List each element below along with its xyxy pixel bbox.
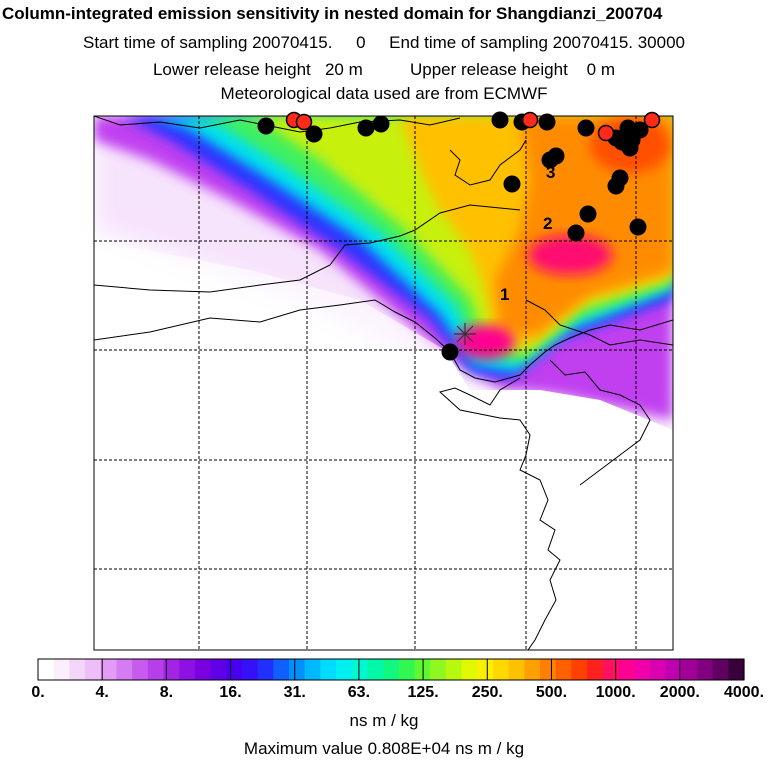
cluster-marker-highlight (521, 111, 539, 129)
heatmap-field (94, 116, 673, 650)
colorbar-swatch (477, 659, 494, 680)
colorbar-swatch (696, 659, 714, 680)
cluster-marker (372, 115, 390, 133)
colorbar-swatch (226, 659, 243, 680)
grid-lines (94, 116, 673, 650)
colorbar-swatch (383, 659, 400, 680)
cluster-marker (357, 119, 375, 137)
cluster-marker (577, 119, 595, 137)
met-data-line: Meteorological data used are from ECMWF (220, 84, 548, 103)
cluster-marker-highlight (597, 124, 615, 142)
annotation-2: 2 (543, 214, 552, 233)
colorbar-swatch (100, 659, 118, 680)
cluster-marker (629, 218, 647, 236)
cluster-marker (305, 125, 323, 143)
colorbar-swatch (492, 659, 510, 680)
annotation-1: 1 (500, 285, 509, 304)
colorbar-tick-label: 2000. (659, 684, 700, 701)
colorbar-swatch (398, 659, 416, 680)
colorbar-swatch (540, 659, 557, 680)
colorbar-swatch (728, 659, 745, 680)
colorbar-swatch (461, 659, 478, 680)
colorbar-units: ns m / kg (349, 711, 419, 730)
colorbar-swatch (587, 659, 604, 680)
colorbar-swatch (665, 659, 682, 680)
colorbar-swatch (602, 659, 620, 680)
colorbar-tick-label: 250. (471, 684, 503, 701)
colorbar-swatch (555, 659, 573, 680)
colorbar-tick-label: 31. (283, 684, 306, 701)
colorbar-tick-label: 1000. (595, 684, 636, 701)
colorbar-swatch (367, 659, 384, 680)
colorbar-swatch (116, 659, 133, 680)
colorbar (38, 659, 745, 680)
colorbar-tick-label: 8. (159, 684, 174, 701)
colorbar-swatch (69, 659, 86, 680)
colorbar-tick-label: 125. (407, 684, 439, 701)
colorbar-swatch (524, 659, 541, 680)
colorbar-swatch (163, 659, 180, 680)
colorbar-tick-label: 63. (347, 684, 371, 701)
colorbar-swatch (649, 659, 667, 680)
colorbar-frame (37, 658, 745, 681)
colorbar-swatch (273, 659, 290, 680)
annotation-3: 3 (546, 163, 555, 182)
colorbar-tick-label: 4. (95, 684, 109, 701)
colorbar-swatch (179, 659, 196, 680)
colorbar-swatch (210, 659, 227, 680)
cluster-marker (441, 343, 459, 361)
colorbar-swatch (304, 659, 321, 680)
colorbar-swatch (336, 659, 353, 680)
colorbar-swatch (147, 659, 165, 680)
colorbar-swatch (508, 659, 525, 680)
colorbar-swatch (194, 659, 212, 680)
colorbar-swatch (53, 659, 70, 680)
release-height-line: Lower release height 20 m Upper release … (152, 60, 616, 79)
coastlines (94, 116, 673, 650)
colorbar-swatch (241, 659, 259, 680)
colorbar-swatch (351, 659, 369, 680)
max-value-label: Maximum value 0.808E+04 ns m / kg (243, 739, 525, 758)
cluster-marker (619, 119, 637, 137)
cluster-marker (538, 113, 556, 131)
cluster-marker (579, 205, 597, 223)
colorbar-swatch (289, 659, 306, 680)
colorbar-swatch (132, 659, 149, 680)
cluster-marker (257, 117, 275, 135)
colorbar-swatch (38, 659, 55, 680)
cluster-markers (257, 111, 661, 361)
receptor-star-icon (454, 323, 476, 345)
colorbar-ticks (101, 659, 681, 680)
cluster-marker-highlight (643, 111, 661, 129)
cluster-marker (491, 111, 509, 129)
colorbar-swatch (320, 659, 337, 680)
cluster-marker (541, 151, 559, 169)
colorbar-swatch (634, 659, 651, 680)
colorbar-tick-label: 16. (219, 684, 242, 701)
colorbar-tick-label: 4000. (723, 684, 765, 701)
cluster-marker-highlight (295, 113, 313, 131)
colorbar-tick-label: 0. (31, 684, 45, 701)
colorbar-swatch (712, 659, 729, 680)
colorbar-swatch (85, 659, 102, 680)
cluster-marker (503, 175, 521, 193)
colorbar-swatch (445, 659, 463, 680)
colorbar-tick-label: 500. (535, 684, 568, 701)
cluster-marker (567, 224, 585, 242)
colorbar-swatch (257, 659, 274, 680)
colorbar-swatch (571, 659, 588, 680)
colorbar-swatch (618, 659, 635, 680)
cluster-marker (607, 177, 625, 195)
sampling-time-line: Start time of sampling 20070415. 0 End t… (83, 33, 685, 52)
colorbar-swatch (430, 659, 447, 680)
colorbar-swatch (681, 659, 698, 680)
chart-title: Column-integrated emission sensitivity i… (2, 4, 663, 23)
cluster-marker (621, 139, 639, 157)
